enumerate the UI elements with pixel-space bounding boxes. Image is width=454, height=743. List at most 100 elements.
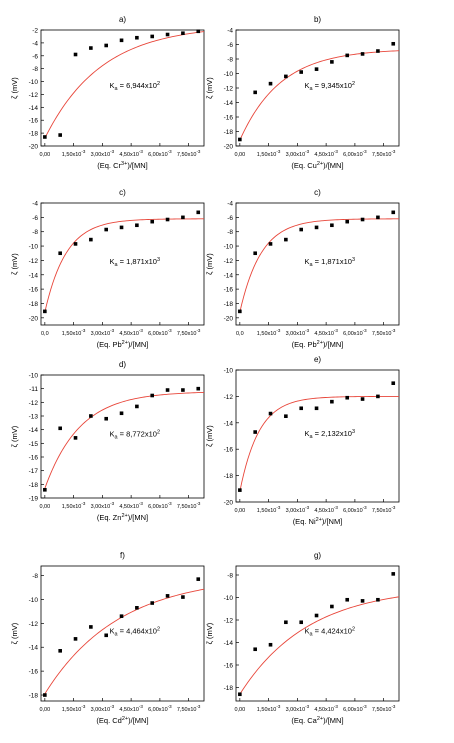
fit-curve	[239, 218, 400, 313]
y-axis-label: ζ (mV)	[10, 253, 19, 275]
x-tick-exponent: -3	[391, 505, 395, 510]
ka-subscript: a	[114, 435, 118, 441]
x-tick-mantissa: 1,50x10	[257, 331, 277, 337]
data-point	[89, 46, 93, 50]
y-axis-label: ζ (mV)	[10, 77, 19, 99]
data-point	[360, 599, 365, 603]
x-axis-label-charge: 3+	[121, 161, 127, 167]
y-tick-label: -14	[29, 105, 39, 112]
y-tick-label: -14	[224, 640, 234, 647]
data-point	[43, 135, 47, 139]
x-tick-mantissa: 3,00x10	[91, 331, 111, 337]
data-point	[196, 29, 201, 34]
data-point	[268, 642, 273, 647]
data-point	[268, 81, 273, 86]
x-tick-label: 1,50x10-3	[62, 704, 86, 713]
y-tick-label: -14	[29, 645, 39, 652]
data-point	[345, 219, 350, 224]
data-point	[253, 90, 257, 95]
y-tick-label: -6	[227, 42, 233, 49]
x-axis-label: (Eq. Cu2+)/[MN]	[291, 161, 343, 170]
x-tick-exponent: -3	[110, 704, 114, 709]
ka-annotation: Ka = 8,772x102	[109, 430, 160, 441]
data-point	[376, 597, 380, 602]
y-tick-label: -14	[224, 272, 234, 279]
data-point	[314, 225, 319, 230]
data-point	[104, 227, 108, 232]
y-tick-label: -12	[224, 86, 234, 93]
data-point	[181, 388, 185, 392]
y-tick-label: -18	[224, 473, 234, 480]
data-point	[104, 43, 108, 48]
ka-symbol: K	[109, 257, 114, 266]
data-point	[391, 210, 396, 215]
y-tick-label: -16	[224, 115, 234, 122]
x-tick-label: 7,50x10-3	[372, 149, 396, 158]
x-axis-label-tail: )/[MN]	[323, 161, 343, 170]
data-point	[89, 237, 93, 242]
fit-curve	[44, 391, 205, 489]
x-tick-mantissa: 6,00x10	[343, 707, 363, 713]
x-axis-label: (Eq. Cr3+)/[MN]	[97, 161, 147, 170]
y-tick-label: -18	[224, 685, 234, 692]
x-tick-label: 7,50x10-3	[177, 704, 201, 713]
data-point	[299, 620, 303, 625]
data-point	[73, 436, 78, 440]
x-tick-label: 1,50x10-3	[62, 328, 86, 337]
x-axis-label: (Eq. Ni2+)/[NM]	[293, 517, 343, 526]
y-tick-label: -18	[29, 482, 39, 489]
data-point	[43, 488, 47, 492]
y-axis-label: ζ (mV)	[205, 77, 214, 99]
x-tick-label: 4,50x10-3	[119, 501, 143, 510]
ka-annotation: Ka = 1,871x103	[109, 257, 160, 268]
data-point	[73, 637, 78, 641]
panel-label: c)	[314, 188, 321, 197]
data-point	[150, 34, 155, 39]
x-tick-label: 3,00x10-3	[91, 704, 115, 713]
data-point	[253, 647, 257, 652]
data-point	[391, 381, 396, 385]
x-tick-mantissa: 7,50x10	[372, 508, 392, 514]
x-tick-label: 6,00x10-3	[343, 704, 367, 713]
x-axis-label-charge: 2+	[121, 513, 127, 519]
x-tick-mantissa: 0,00	[234, 707, 245, 713]
data-point	[299, 227, 303, 232]
x-tick-exponent: -3	[276, 328, 280, 333]
data-point	[43, 309, 47, 314]
x-tick-label: 7,50x10-3	[177, 149, 201, 158]
ka-symbol: K	[304, 81, 309, 90]
y-tick-label: -12	[29, 400, 39, 407]
ka-exponent: 2	[157, 430, 160, 436]
x-tick-label: 3,00x10-3	[91, 149, 115, 158]
x-tick-label: 1,50x10-3	[257, 704, 281, 713]
y-tick-label: -20	[224, 315, 234, 322]
data-point	[345, 597, 350, 602]
x-tick-mantissa: 6,00x10	[343, 508, 363, 514]
ka-subscript: a	[114, 262, 118, 268]
x-axis-label-charge: 2+	[122, 340, 128, 346]
x-tick-label: 4,50x10-3	[119, 704, 143, 713]
panel-label: a)	[119, 15, 126, 24]
y-tick-label: -19	[29, 496, 39, 503]
y-tick-label: -10	[224, 71, 234, 78]
y-tick-label: -20	[224, 144, 234, 151]
y-tick-label: -10	[29, 373, 39, 380]
data-point	[238, 309, 242, 314]
y-tick-label: -16	[29, 669, 39, 676]
x-axis-label-tail: )/[MN]	[127, 161, 147, 170]
data-point	[58, 133, 62, 137]
x-tick-mantissa: 4,50x10	[314, 707, 334, 713]
x-tick-exponent: -3	[276, 149, 280, 154]
data-point	[73, 52, 78, 57]
ka-annotation: Ka = 2,132x103	[304, 429, 355, 440]
x-tick-label: 7,50x10-3	[177, 328, 201, 337]
ka-exponent: 3	[157, 257, 160, 263]
data-point	[119, 225, 124, 230]
x-tick-exponent: -3	[168, 704, 172, 709]
y-tick-label: -10	[224, 368, 234, 375]
ka-symbol: K	[109, 81, 114, 90]
ka-annotation: Ka = 4,464x102	[109, 627, 160, 638]
x-tick-label: 3,00x10-3	[286, 149, 310, 158]
data-point	[238, 137, 242, 142]
